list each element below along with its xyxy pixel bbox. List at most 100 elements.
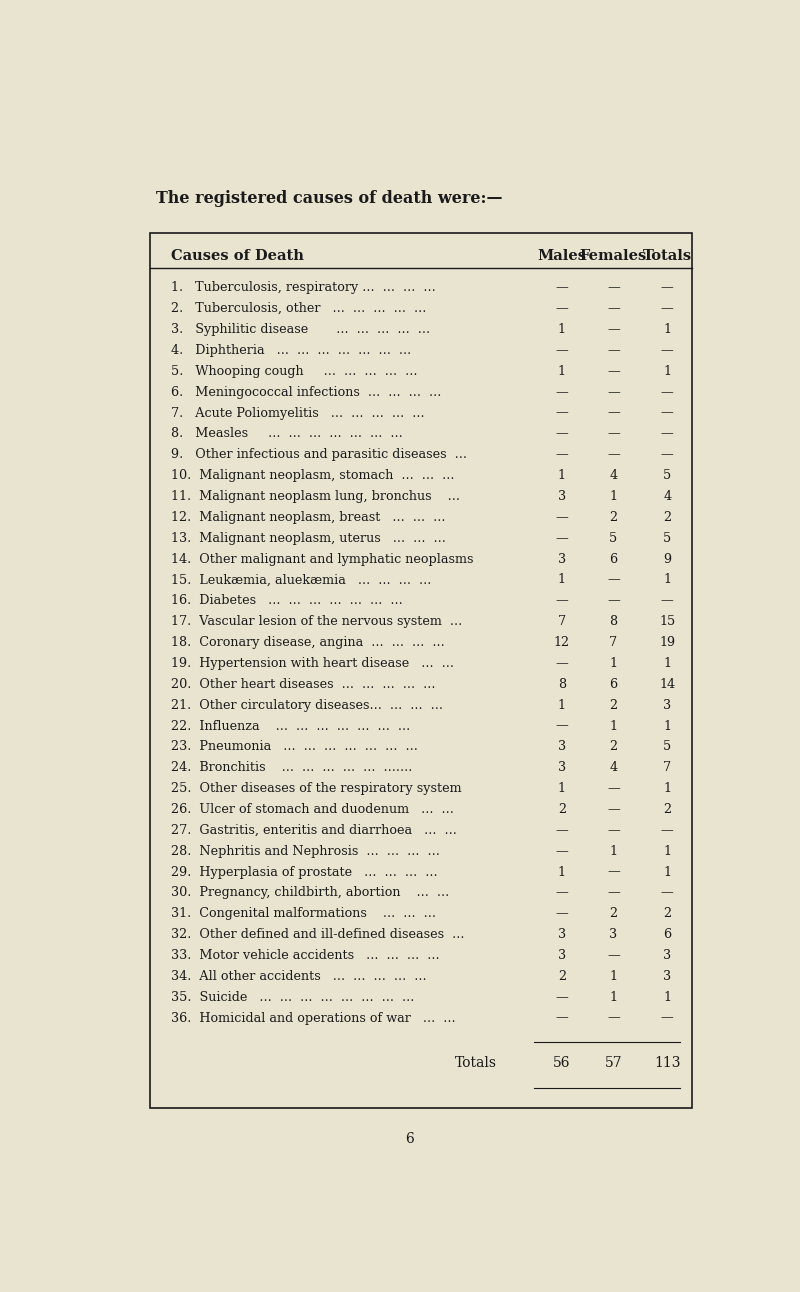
Text: 36.  Homicidal and operations of war   ...  ...: 36. Homicidal and operations of war ... … [171, 1012, 456, 1025]
Text: 3: 3 [558, 553, 566, 566]
Text: 15: 15 [659, 615, 675, 628]
Text: 35.  Suicide   ...  ...  ...  ...  ...  ...  ...  ...: 35. Suicide ... ... ... ... ... ... ... … [171, 991, 414, 1004]
Text: —: — [661, 594, 674, 607]
Text: 5.   Whooping cough     ...  ...  ...  ...  ...: 5. Whooping cough ... ... ... ... ... [171, 364, 418, 377]
Text: The registered causes of death were:—: The registered causes of death were:— [156, 190, 502, 207]
Text: 113: 113 [654, 1057, 681, 1070]
Text: 8.   Measles     ...  ...  ...  ...  ...  ...  ...: 8. Measles ... ... ... ... ... ... ... [171, 428, 403, 441]
Text: —: — [555, 386, 568, 399]
Text: —: — [607, 386, 620, 399]
Text: 29.  Hyperplasia of prostate   ...  ...  ...  ...: 29. Hyperplasia of prostate ... ... ... … [171, 866, 438, 879]
Text: 31.  Congenital malformations    ...  ...  ...: 31. Congenital malformations ... ... ... [171, 907, 436, 920]
Text: —: — [555, 407, 568, 420]
Text: —: — [607, 344, 620, 357]
Text: —: — [661, 886, 674, 899]
Text: —: — [607, 364, 620, 377]
Text: 34.  All other accidents   ...  ...  ...  ...  ...: 34. All other accidents ... ... ... ... … [171, 970, 427, 983]
Text: 3: 3 [663, 950, 671, 963]
Text: 1: 1 [663, 656, 671, 671]
Text: 14: 14 [659, 678, 675, 691]
Text: 12.  Malignant neoplasm, breast   ...  ...  ...: 12. Malignant neoplasm, breast ... ... .… [171, 510, 446, 523]
Text: 3: 3 [663, 970, 671, 983]
Text: 1: 1 [610, 970, 618, 983]
Text: —: — [607, 1012, 620, 1025]
Text: 4: 4 [663, 490, 671, 503]
Text: 7: 7 [610, 636, 618, 649]
Text: 3: 3 [558, 950, 566, 963]
Text: —: — [555, 907, 568, 920]
Text: 1: 1 [610, 656, 618, 671]
Text: 9.   Other infectious and parasitic diseases  ...: 9. Other infectious and parasitic diseas… [171, 448, 467, 461]
Text: 10.  Malignant neoplasm, stomach  ...  ...  ...: 10. Malignant neoplasm, stomach ... ... … [171, 469, 454, 482]
Text: Males: Males [538, 248, 586, 262]
Text: 14.  Other malignant and lymphatic neoplasms: 14. Other malignant and lymphatic neopla… [171, 553, 474, 566]
Text: 6.   Meningococcal infections  ...  ...  ...  ...: 6. Meningococcal infections ... ... ... … [171, 386, 442, 399]
Text: —: — [555, 824, 568, 837]
Text: 1: 1 [663, 866, 671, 879]
Text: 2: 2 [610, 510, 618, 523]
Text: —: — [607, 574, 620, 587]
Text: —: — [661, 1012, 674, 1025]
Text: 17.  Vascular lesion of the nervous system  ...: 17. Vascular lesion of the nervous syste… [171, 615, 462, 628]
Text: —: — [555, 428, 568, 441]
Text: 2: 2 [610, 907, 618, 920]
Text: —: — [607, 804, 620, 817]
Text: 26.  Ulcer of stomach and duodenum   ...  ...: 26. Ulcer of stomach and duodenum ... ..… [171, 804, 454, 817]
Text: —: — [607, 950, 620, 963]
Text: 8: 8 [558, 678, 566, 691]
Text: —: — [607, 448, 620, 461]
Text: 25.  Other diseases of the respiratory system: 25. Other diseases of the respiratory sy… [171, 782, 462, 795]
Text: 1: 1 [558, 574, 566, 587]
Text: —: — [555, 991, 568, 1004]
Text: 1: 1 [558, 699, 566, 712]
Text: 27.  Gastritis, enteritis and diarrhoea   ...  ...: 27. Gastritis, enteritis and diarrhoea .… [171, 824, 457, 837]
Text: 23.  Pneumonia   ...  ...  ...  ...  ...  ...  ...: 23. Pneumonia ... ... ... ... ... ... ..… [171, 740, 418, 753]
Text: —: — [555, 656, 568, 671]
Text: 24.  Bronchitis    ...  ...  ...  ...  ...  .......: 24. Bronchitis ... ... ... ... ... .....… [171, 761, 413, 774]
Text: 1: 1 [663, 574, 671, 587]
Text: —: — [607, 323, 620, 336]
Text: —: — [661, 282, 674, 295]
Text: 1: 1 [610, 490, 618, 503]
Text: —: — [607, 886, 620, 899]
Text: —: — [555, 510, 568, 523]
Text: 5: 5 [663, 469, 671, 482]
Text: 2: 2 [558, 970, 566, 983]
Text: 1: 1 [663, 845, 671, 858]
Text: 1: 1 [610, 720, 618, 733]
Text: 56: 56 [553, 1057, 570, 1070]
Text: —: — [555, 594, 568, 607]
Text: 3: 3 [558, 490, 566, 503]
Bar [150, 233, 692, 1109]
Text: 1: 1 [663, 991, 671, 1004]
Text: 2: 2 [610, 740, 618, 753]
Text: 19.  Hypertension with heart disease   ...  ...: 19. Hypertension with heart disease ... … [171, 656, 454, 671]
Text: 15.  Leukæmia, aluekæmia   ...  ...  ...  ...: 15. Leukæmia, aluekæmia ... ... ... ... [171, 574, 432, 587]
Text: 7.   Acute Poliomyelitis   ...  ...  ...  ...  ...: 7. Acute Poliomyelitis ... ... ... ... .… [171, 407, 425, 420]
Text: 20.  Other heart diseases  ...  ...  ...  ...  ...: 20. Other heart diseases ... ... ... ...… [171, 678, 436, 691]
Text: 2: 2 [610, 699, 618, 712]
Text: 1: 1 [610, 845, 618, 858]
Text: 22.  Influenza    ...  ...  ...  ...  ...  ...  ...: 22. Influenza ... ... ... ... ... ... ..… [171, 720, 410, 733]
Text: 2: 2 [663, 804, 671, 817]
Text: —: — [661, 824, 674, 837]
Text: 2: 2 [663, 907, 671, 920]
Text: Females: Females [580, 248, 647, 262]
Text: —: — [607, 824, 620, 837]
Text: 5: 5 [663, 532, 671, 545]
Text: 1: 1 [610, 991, 618, 1004]
Text: 13.  Malignant neoplasm, uterus   ...  ...  ...: 13. Malignant neoplasm, uterus ... ... .… [171, 532, 446, 545]
Text: 4: 4 [610, 761, 618, 774]
Text: 4.   Diphtheria   ...  ...  ...  ...  ...  ...  ...: 4. Diphtheria ... ... ... ... ... ... ..… [171, 344, 411, 357]
Text: 28.  Nephritis and Nephrosis  ...  ...  ...  ...: 28. Nephritis and Nephrosis ... ... ... … [171, 845, 440, 858]
Text: —: — [661, 407, 674, 420]
Text: 4: 4 [610, 469, 618, 482]
Text: Causes of Death: Causes of Death [171, 248, 304, 262]
Text: 3.   Syphilitic disease       ...  ...  ...  ...  ...: 3. Syphilitic disease ... ... ... ... ..… [171, 323, 430, 336]
Text: —: — [661, 448, 674, 461]
Text: Totals: Totals [642, 248, 692, 262]
Text: 9: 9 [663, 553, 671, 566]
Text: —: — [607, 428, 620, 441]
Text: 6: 6 [663, 928, 671, 941]
Text: 21.  Other circulatory diseases...  ...  ...  ...: 21. Other circulatory diseases... ... ..… [171, 699, 443, 712]
